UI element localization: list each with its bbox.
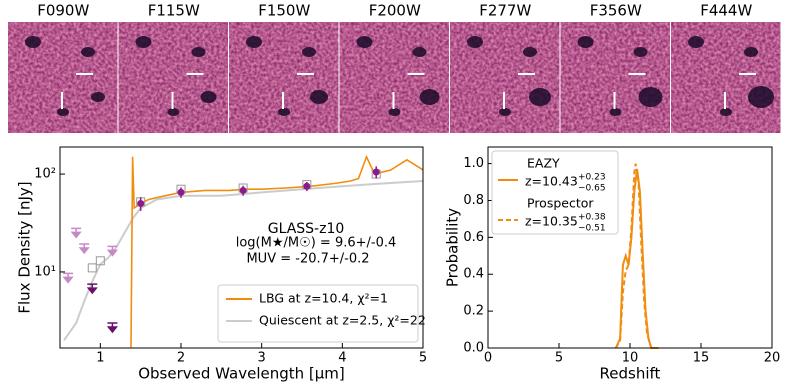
annotation: MUV = -20.7+/-0.2 <box>246 252 369 267</box>
filter-label: F444W <box>700 2 752 20</box>
cutout-source <box>419 89 440 105</box>
legend-upper: +0.38 <box>578 213 606 223</box>
y-tick-label: 1.0 <box>463 156 484 171</box>
upper-limit <box>78 243 90 255</box>
cutout-source <box>310 90 328 104</box>
filter-label: F277W <box>479 2 531 20</box>
upper-limit <box>70 227 82 239</box>
x-tick-label: 20 <box>764 351 781 366</box>
cutout-source <box>246 36 262 48</box>
cutout-source <box>467 36 483 48</box>
x-tick-label: 15 <box>693 351 710 366</box>
x-tick-label: 4 <box>338 351 346 366</box>
cutout-source <box>167 108 180 116</box>
x-tick-label: 0 <box>484 351 492 366</box>
legend-label: Prospector <box>527 196 594 211</box>
cutout-source <box>81 47 95 57</box>
cutout-source <box>523 47 537 57</box>
photometry-point <box>372 168 380 176</box>
cutout-source <box>135 36 152 48</box>
legend-label: EAZY <box>527 156 560 171</box>
y-tick-label: 10² <box>34 167 56 182</box>
cutout-noise <box>671 22 781 133</box>
cutout-source <box>25 36 41 48</box>
x-axis-label: Redshift <box>600 365 661 383</box>
cutout-noise <box>450 22 560 133</box>
y-axis-label: Flux Density [nJy] <box>16 181 34 313</box>
x-tick-label: 5 <box>555 351 563 366</box>
x-tick-label: 3 <box>258 351 266 366</box>
x-tick-label: 2 <box>177 351 185 366</box>
cutout-source <box>748 86 774 108</box>
cutout-noise <box>118 22 228 133</box>
axes-frame <box>59 146 424 349</box>
cutout-source <box>744 47 758 57</box>
upper-limit <box>86 283 98 295</box>
cutout-source <box>633 47 648 57</box>
legend-label: LBG at z=10.4, χ²=1 <box>259 291 388 306</box>
upper-limit <box>62 272 74 284</box>
y-tick-label: 0.2 <box>463 304 484 319</box>
cutout-source <box>302 47 316 57</box>
cutout-source <box>388 108 401 116</box>
x-axis-label: Observed Wavelength [μm] <box>138 365 345 383</box>
legend-box <box>491 150 619 235</box>
cutout-source <box>412 47 427 57</box>
cutout-noise <box>339 22 449 133</box>
legend-upper: +0.23 <box>578 173 606 183</box>
y-tick-label: 0.4 <box>463 267 484 282</box>
cutout-source <box>200 91 217 103</box>
filter-label: F115W <box>148 2 200 20</box>
y-tick-label: 0.6 <box>463 230 484 245</box>
filter-label: F150W <box>258 2 310 20</box>
annotation: log(M★/M☉) = 9.6+/-0.4 <box>236 236 397 251</box>
cutout-source <box>720 108 732 116</box>
filter-label: F356W <box>590 2 642 20</box>
cutout-source <box>91 92 105 102</box>
x-tick-label: 10 <box>622 351 639 366</box>
legend-lower: −0.51 <box>578 224 606 234</box>
y-tick-label: 10¹ <box>34 264 56 279</box>
y-tick-label: 0.8 <box>463 193 484 208</box>
cutout-source <box>638 87 663 107</box>
y-tick-label: 0.0 <box>463 341 484 356</box>
cutout-source <box>356 36 373 48</box>
cutout-noise <box>8 22 118 133</box>
filter-label: F090W <box>37 2 89 20</box>
model-point <box>87 263 97 273</box>
photometry-point <box>239 186 247 194</box>
cutout-source <box>57 108 69 116</box>
y-axis-label: Probability <box>444 208 462 287</box>
photometry-point <box>177 188 185 196</box>
model-point <box>95 256 105 266</box>
cutout-source <box>499 108 511 116</box>
cutout-source <box>529 88 551 106</box>
photometry-point <box>137 200 145 208</box>
cutout-source <box>191 47 206 57</box>
x-tick-label: 5 <box>419 351 427 366</box>
probability-line <box>614 163 659 349</box>
photometry-point <box>303 182 311 190</box>
cutout-source <box>577 36 594 48</box>
cutout-noise <box>229 22 339 133</box>
annotation: GLASS-z10 <box>268 221 345 237</box>
legend-lower: −0.65 <box>578 184 606 194</box>
cutout-source <box>609 108 622 116</box>
upper-limit <box>106 245 118 257</box>
upper-limit <box>106 322 118 334</box>
filter-label: F200W <box>369 2 421 20</box>
cutout-source <box>688 36 704 48</box>
x-tick-label: 1 <box>96 351 104 366</box>
legend-label: Quiescent at z=2.5, χ²=22 <box>259 313 426 328</box>
cutout-noise <box>560 22 670 133</box>
legend-value: z=10.35 <box>525 214 578 229</box>
legend-box <box>217 284 419 343</box>
legend-value: z=10.43 <box>525 174 578 189</box>
probability-line <box>614 168 659 349</box>
cutout-source <box>278 108 290 116</box>
